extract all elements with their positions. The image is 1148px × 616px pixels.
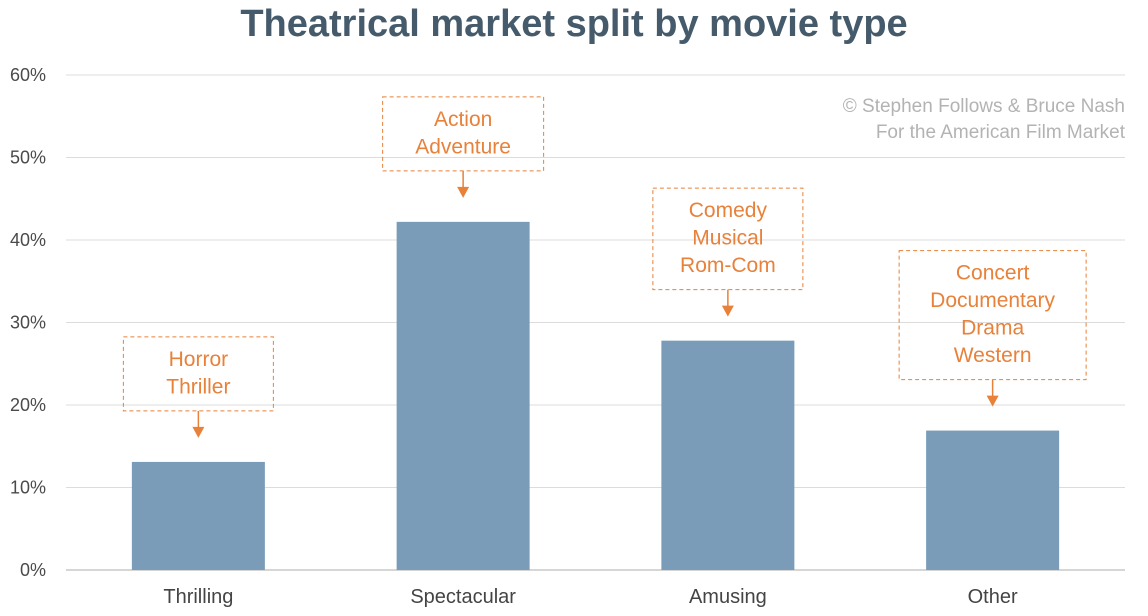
x-tick-label: Other (968, 586, 1018, 608)
x-axis: Thrilling Spectacular Amusing Other (163, 586, 1018, 608)
annotation-text: Comedy (689, 199, 768, 222)
x-tick-label: Amusing (689, 586, 767, 608)
annotation-other: Concert Documentary Drama Western (898, 250, 1087, 407)
credit-line-1: © Stephen Follows & Bruce Nash (843, 96, 1125, 117)
annotation-arrow-head (192, 426, 205, 438)
annotation-thrilling: Horror Thriller (122, 336, 274, 438)
annotation-text: Musical (692, 227, 763, 250)
annotation-amusing: Comedy Musical Rom-Com (652, 187, 804, 317)
y-tick-label: 20% (10, 395, 46, 415)
y-axis: 0% 10% 20% 30% 40% 50% 60% (10, 65, 46, 580)
annotation-text: Rom-Com (680, 254, 776, 277)
y-tick-label: 10% (10, 478, 46, 498)
chart-title: Theatrical market split by movie type (240, 3, 907, 45)
annotation-text: Documentary (930, 289, 1055, 312)
annotation-text: Concert (956, 262, 1030, 285)
annotation-spectacular: Action Adventure (382, 96, 545, 198)
y-tick-label: 30% (10, 313, 46, 333)
credit: © Stephen Follows & Bruce Nash For the A… (843, 96, 1126, 143)
bar-other (926, 430, 1060, 570)
annotation-arrow-head (457, 186, 470, 198)
bar-thrilling (131, 461, 265, 570)
y-tick-label: 60% (10, 65, 46, 85)
annotations: Horror Thriller Action Adventure Comedy Music… (122, 96, 1087, 438)
annotation-text: Western (954, 344, 1032, 367)
credit-line-2: For the American Film Market (876, 122, 1126, 143)
x-tick-label: Spectacular (410, 586, 516, 608)
annotation-text: Action (434, 108, 492, 131)
annotation-text: Drama (961, 317, 1024, 340)
y-tick-label: 50% (10, 148, 46, 168)
bars (131, 221, 1060, 570)
annotation-text: Horror (169, 348, 229, 371)
annotation-arrow-head (986, 395, 999, 407)
y-tick-label: 0% (20, 560, 46, 580)
annotation-arrow-head (721, 305, 734, 317)
bar-amusing (661, 340, 795, 570)
annotation-text: Adventure (415, 135, 511, 158)
x-tick-label: Thrilling (163, 586, 233, 608)
annotation-text: Thriller (166, 375, 230, 398)
bar-spectacular (396, 221, 530, 570)
y-tick-label: 40% (10, 230, 46, 250)
